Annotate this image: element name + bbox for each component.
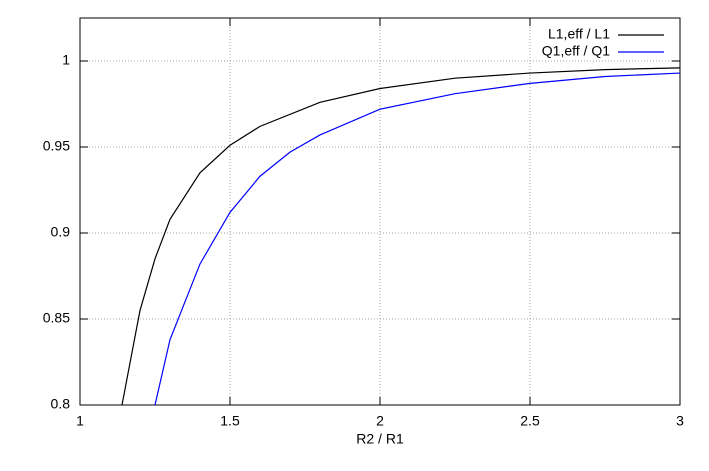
x-tick-label: 1.5 — [220, 413, 240, 429]
y-tick-label: 0.95 — [43, 138, 70, 154]
legend-label: Q1,eff / Q1 — [542, 43, 610, 59]
x-tick-label: 2.5 — [520, 413, 540, 429]
x-tick-label: 1 — [76, 413, 84, 429]
y-tick-label: 1 — [62, 52, 70, 68]
series-line — [154, 72, 681, 406]
x-tick-label: 2 — [376, 413, 384, 429]
legend-label: L1,eff / L1 — [548, 26, 610, 42]
y-tick-label: 0.9 — [51, 224, 71, 240]
y-tick-label: 0.85 — [43, 310, 70, 326]
y-tick-label: 0.8 — [51, 396, 71, 412]
x-axis-label: R2 / R1 — [356, 431, 404, 447]
plot-frame — [79, 17, 681, 406]
x-tick-label: 3 — [676, 413, 684, 429]
series-line — [121, 67, 681, 406]
